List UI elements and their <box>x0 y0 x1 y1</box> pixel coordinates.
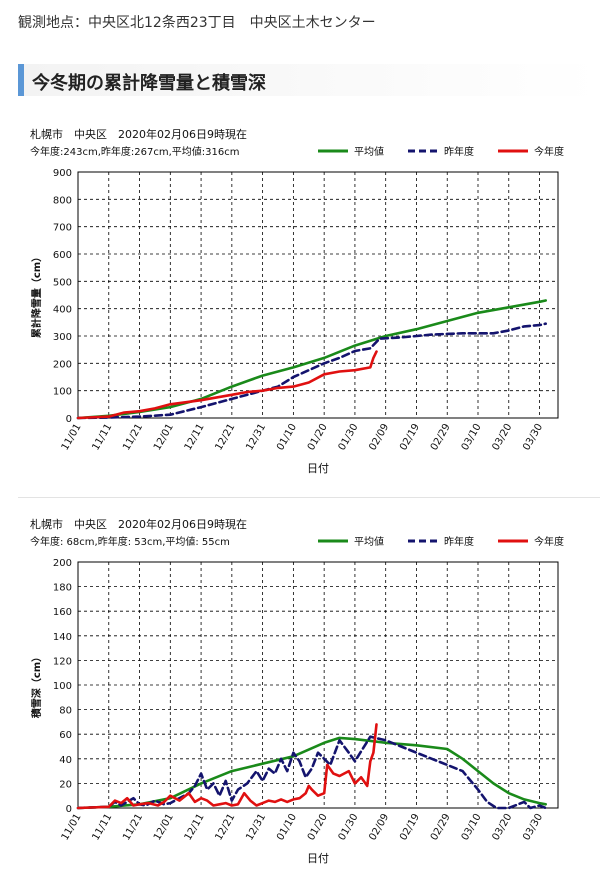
x-tick-label: 01/10 <box>275 422 299 452</box>
chart-title: 札幌市 中央区 2020年02月06日9時現在 <box>30 127 247 141</box>
legend-label-2: 今年度 <box>534 535 564 548</box>
x-tick-label: 01/10 <box>275 812 299 842</box>
observation-location: 観測地点：中央区北12条西23丁目 中央区土木センター <box>18 15 376 31</box>
x-tick-label: 12/01 <box>152 812 176 842</box>
x-tick-label: 01/30 <box>337 812 361 842</box>
x-tick-label: 02/19 <box>398 812 422 842</box>
legend-label-1: 昨年度 <box>444 145 474 158</box>
y-tick-label: 900 <box>53 168 72 179</box>
y-tick-label: 0 <box>66 804 72 815</box>
y-tick-label: 160 <box>53 607 72 618</box>
x-tick-label: 03/10 <box>460 812 484 842</box>
legend-label-0: 平均値 <box>354 145 384 158</box>
y-tick-label: 800 <box>53 195 72 206</box>
x-tick-label: 12/11 <box>183 812 207 842</box>
y-axis-label: 積雪深（cm） <box>30 652 43 719</box>
y-axis-label: 累計降雪量（cm） <box>30 252 43 338</box>
snow-depth-chart: 札幌市 中央区 2020年02月06日9時現在 今年度: 68cm,昨年度: 53… <box>18 512 600 872</box>
plot-area <box>77 171 559 419</box>
x-tick-label: 01/20 <box>306 422 330 452</box>
x-tick-label: 12/01 <box>152 422 176 452</box>
x-tick-label: 12/21 <box>214 812 238 842</box>
cumulative-snowfall-chart: 札幌市 中央区 2020年02月06日9時現在 今年度:243cm,昨年度:267… <box>18 122 600 482</box>
series-line-2 <box>76 350 378 420</box>
chart-title: 札幌市 中央区 2020年02月06日9時現在 <box>30 517 247 531</box>
x-tick-label: 03/30 <box>521 812 545 842</box>
y-tick-label: 200 <box>53 558 72 569</box>
x-tick-label: 02/19 <box>398 422 422 452</box>
cumulative-snowfall-chart-svg: 札幌市 中央区 2020年02月06日9時現在今年度:243cm,昨年度:267… <box>30 127 564 475</box>
legend-label-0: 平均値 <box>354 535 384 548</box>
chart-subtitle: 今年度:243cm,昨年度:267cm,平均値:316cm <box>30 145 239 158</box>
x-tick-label: 02/29 <box>429 812 453 842</box>
y-tick-label: 140 <box>53 632 72 643</box>
y-tick-label: 20 <box>59 779 72 790</box>
series-line-1 <box>76 735 548 810</box>
y-tick-label: 120 <box>53 656 72 667</box>
section-title-text: 今冬期の累計降雪量と積雪深 <box>32 73 266 94</box>
x-tick-label: 12/11 <box>183 422 207 452</box>
y-tick-label: 300 <box>53 332 72 343</box>
y-tick-label: 400 <box>53 305 72 316</box>
x-tick-label: 03/20 <box>490 422 514 452</box>
series-line-2 <box>76 723 378 810</box>
series-line-0 <box>76 299 548 420</box>
x-tick-label: 12/21 <box>214 422 238 452</box>
x-tick-label: 02/09 <box>367 812 391 842</box>
x-tick-label: 11/01 <box>60 812 84 842</box>
chart-subtitle: 今年度: 68cm,昨年度: 53cm,平均値: 55cm <box>30 535 230 548</box>
x-tick-label: 11/11 <box>90 422 114 452</box>
y-tick-label: 100 <box>53 681 72 692</box>
x-tick-label: 12/31 <box>244 812 268 842</box>
x-tick-label: 12/31 <box>244 422 268 452</box>
y-tick-label: 200 <box>53 359 72 370</box>
x-tick-label: 01/30 <box>337 422 361 452</box>
y-tick-label: 600 <box>53 250 72 261</box>
section-divider <box>18 497 600 498</box>
x-tick-label: 03/10 <box>460 422 484 452</box>
series-line-1 <box>76 322 548 420</box>
legend-label-1: 昨年度 <box>444 535 474 548</box>
x-tick-label: 11/21 <box>121 812 145 842</box>
x-tick-label: 11/01 <box>60 422 84 452</box>
y-tick-label: 180 <box>53 583 72 594</box>
x-axis-label: 日付 <box>307 852 329 865</box>
y-tick-label: 80 <box>59 706 72 717</box>
x-tick-label: 03/30 <box>521 422 545 452</box>
y-tick-label: 0 <box>66 414 72 425</box>
x-tick-label: 02/09 <box>367 422 391 452</box>
x-tick-label: 01/20 <box>306 812 330 842</box>
y-tick-label: 100 <box>53 387 72 398</box>
x-tick-label: 03/20 <box>490 812 514 842</box>
y-tick-label: 700 <box>53 223 72 234</box>
y-tick-label: 500 <box>53 277 72 288</box>
x-tick-label: 11/11 <box>90 812 114 842</box>
x-tick-label: 02/29 <box>429 422 453 452</box>
y-tick-label: 40 <box>59 755 72 766</box>
x-axis-label: 日付 <box>307 462 329 475</box>
y-tick-label: 60 <box>59 730 72 741</box>
x-tick-label: 11/21 <box>121 422 145 452</box>
section-title: 今冬期の累計降雪量と積雪深 <box>18 64 600 96</box>
series-line-0 <box>76 736 548 810</box>
legend-label-2: 今年度 <box>534 145 564 158</box>
